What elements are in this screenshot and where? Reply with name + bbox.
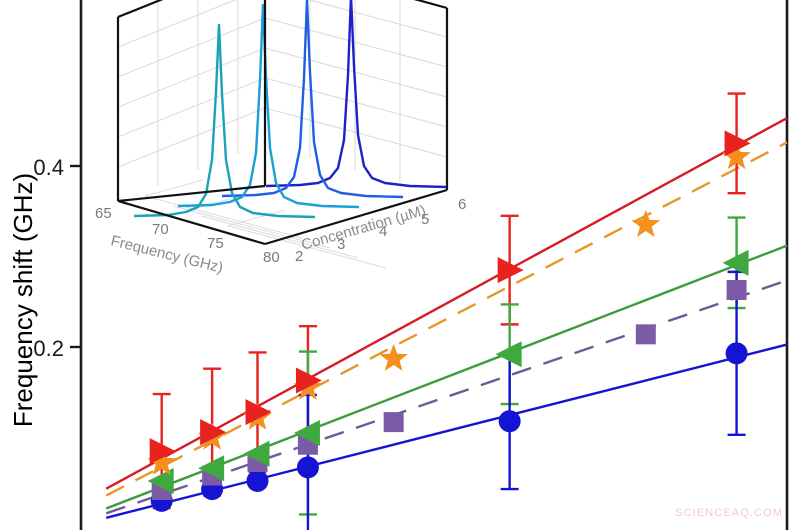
- data-point-green-left-triangle: [495, 341, 522, 368]
- data-point-green-left-triangle: [722, 249, 749, 276]
- marker-right-triangle: [245, 399, 272, 426]
- inset-wall-back-left-fill: [118, 0, 265, 62]
- marker-left-triangle: [293, 419, 320, 446]
- data-point-red-right-triangle: [724, 130, 751, 157]
- data-point-purple-square: [383, 412, 404, 433]
- inset-y-tick-6: 6: [458, 196, 466, 213]
- marker-circle: [725, 342, 748, 365]
- inset-gridlines-left-wall: [117, 0, 266, 186]
- marker-circle: [498, 410, 521, 433]
- data-point-green-left-triangle: [198, 455, 225, 482]
- inset-y-tick-3: 3: [337, 236, 345, 253]
- trend-line-orange-star: [105, 141, 788, 497]
- inset-y-tick-4: 4: [379, 223, 387, 240]
- y-tick-label-0.2: 0.2: [33, 336, 64, 361]
- inset-x-tick-75: 75: [207, 235, 224, 252]
- data-point-red-right-triangle: [295, 367, 322, 394]
- marker-right-triangle: [497, 257, 524, 284]
- marker-star: [379, 343, 408, 371]
- data-point-orange-star: [147, 447, 176, 475]
- marker-star: [147, 447, 176, 475]
- data-point-orange-star: [379, 343, 408, 371]
- data-point-purple-square: [635, 324, 656, 345]
- inset-curve-5uM: [265, 0, 448, 189]
- marker-star: [722, 142, 751, 170]
- data-point-blue-circle: [296, 456, 319, 479]
- inset-y-tick-2: 2: [295, 248, 303, 265]
- data-point-red-right-triangle: [200, 419, 227, 446]
- marker-circle: [296, 456, 319, 479]
- y-tick-label-0.4: 0.4: [33, 155, 64, 180]
- data-point-blue-circle: [246, 469, 269, 492]
- data-point-green-left-triangle: [147, 467, 174, 494]
- inset-x-tick-65: 65: [95, 205, 112, 222]
- watermark: SCIENCEAQ.COM: [675, 507, 783, 519]
- marker-right-triangle: [295, 367, 322, 394]
- data-point-green-left-triangle: [243, 440, 270, 467]
- marker-right-triangle: [200, 419, 227, 446]
- data-point-blue-circle: [498, 410, 521, 433]
- marker-circle: [246, 469, 269, 492]
- data-point-red-right-triangle: [245, 399, 272, 426]
- inset-curve-3uM: [177, 3, 360, 209]
- data-point-blue-circle: [725, 342, 748, 365]
- marker-square: [383, 412, 404, 433]
- marker-star: [631, 209, 661, 237]
- marker-left-triangle: [722, 249, 749, 276]
- marker-left-triangle: [243, 440, 270, 467]
- main-axes: 0.4 0.2 Frequency shift (GHz): [8, 0, 789, 530]
- data-point-orange-star: [722, 142, 751, 170]
- data-point-red-right-triangle: [497, 257, 524, 284]
- inset-x-tick-70: 70: [152, 221, 169, 238]
- marker-square: [635, 324, 656, 345]
- marker-square: [726, 279, 747, 300]
- data-point-red-right-triangle: [149, 438, 176, 465]
- marker-right-triangle: [724, 130, 751, 157]
- y-axis-label: Frequency shift (GHz): [8, 173, 38, 427]
- trend-line-purple-square: [105, 279, 788, 515]
- marker-left-triangle: [147, 467, 174, 494]
- inset-curve-4uM: [221, 0, 404, 199]
- data-point-green-left-triangle: [293, 419, 320, 446]
- inset-frame-edges: [116, 0, 449, 246]
- inset-y-tick-5: 5: [421, 211, 429, 228]
- marker-left-triangle: [495, 341, 522, 368]
- trend-line-red-right-triangle: [105, 116, 788, 490]
- data-point-purple-square: [726, 279, 747, 300]
- data-series-layer: [105, 92, 788, 530]
- data-point-orange-star: [631, 209, 661, 237]
- inset-x-tick-80: 80: [263, 249, 280, 266]
- marker-left-triangle: [198, 455, 225, 482]
- inset-curve-2uM: [133, 23, 316, 219]
- marker-right-triangle: [149, 438, 176, 465]
